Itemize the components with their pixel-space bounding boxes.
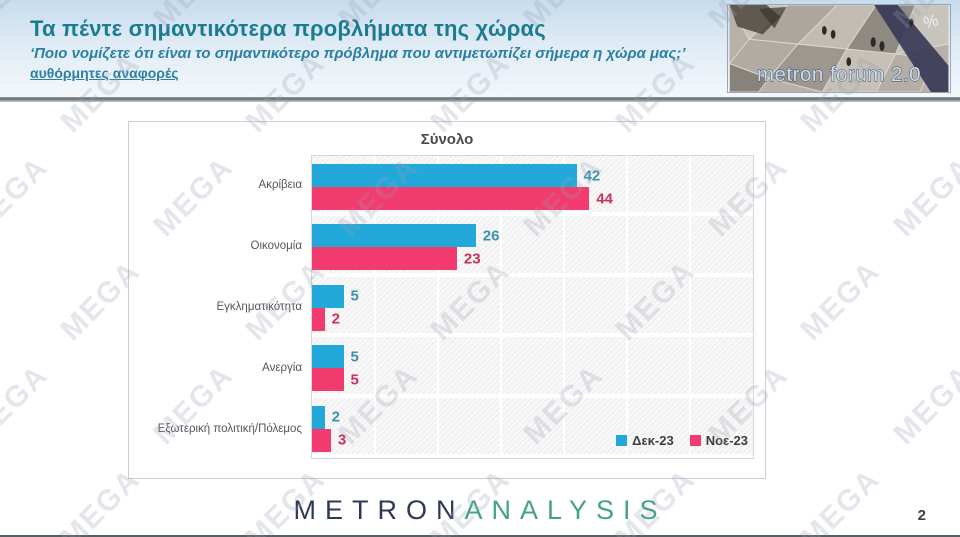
category-label: Εξωτερική πολιτική/Πόλεμος <box>157 422 302 435</box>
watermark-text: MEGA <box>887 358 960 451</box>
category-labels: Ακρίβεια Οικονομία Εγκληματικότητα Ανεργία Ε… <box>129 155 311 459</box>
page-subtitle: ‘Ποιο νομίζετε ότι είναι το σημαντικότερ… <box>30 45 686 62</box>
gridline <box>626 156 628 458</box>
legend-label: Νοε-23 <box>705 433 748 448</box>
legend-label: Δεκ-23 <box>632 433 674 448</box>
legend: Δεκ-23 Νοε-23 <box>616 433 748 448</box>
bar-value-label: 5 <box>350 348 359 366</box>
legend-item: Νοε-23 <box>689 433 748 448</box>
category-band: 42 44 <box>312 156 753 217</box>
bar-Νοε-23: 3 <box>312 428 346 452</box>
bar-Δεκ-23: 26 <box>312 224 499 248</box>
bar-Δεκ-23: 5 <box>312 284 359 308</box>
plot-area: 42 44 26 23 5 2 5 5 2 3 Δεκ-23 Νοε-23 <box>311 155 754 459</box>
bar-value-label: 2 <box>331 408 340 426</box>
legend-swatch <box>689 435 701 446</box>
bar-value-label: 23 <box>463 250 481 268</box>
bar-value-label: 5 <box>350 371 359 389</box>
bar-value-label: 26 <box>482 227 500 245</box>
gridline <box>689 156 691 458</box>
logo-analysis: ANALYSIS <box>464 495 667 525</box>
chart-body: Ακρίβεια Οικονομία Εγκληματικότητα Ανεργία Ε… <box>129 155 754 459</box>
watermark-text: MEGA <box>0 358 55 451</box>
bar-Δεκ-23: 2 <box>312 405 340 429</box>
header-divider <box>0 97 960 102</box>
brand-caption: metron forum 2.0 <box>757 63 921 86</box>
category-label: Οικονομία <box>250 240 302 253</box>
legend-item: Δεκ-23 <box>616 433 674 448</box>
category-band: 26 23 <box>312 216 753 277</box>
bar-Νοε-23: 5 <box>312 368 359 392</box>
gridline <box>373 156 376 458</box>
bar-Νοε-23: 2 <box>312 307 340 331</box>
legend-swatch <box>616 435 628 446</box>
logo-metron: METRON <box>293 495 465 525</box>
plaza-mosaic-illustration: % metron forum 2.0 <box>728 5 949 92</box>
gridline <box>500 156 502 458</box>
header-text: Τα πέντε σημαντικότερα προβλήματα της χώ… <box>0 0 960 81</box>
bar-Δεκ-23: 42 <box>312 164 600 187</box>
category-label: Ανεργία <box>262 361 302 374</box>
watermark-text: MEGA <box>887 150 960 243</box>
chart-panel: Σύνολο Ακρίβεια Οικονομία Εγκληματικότητα Α… <box>128 121 766 479</box>
watermark-text: MEGA <box>794 254 887 347</box>
page-note: αυθόρμητες αναφορές <box>30 65 179 81</box>
bar-value-label: 42 <box>583 167 601 184</box>
category-label: Εγκληματικότητα <box>216 300 303 313</box>
bar-Δεκ-23: 5 <box>312 345 359 369</box>
bar-Νοε-23: 23 <box>312 247 481 271</box>
header: Τα πέντε σημαντικότερα προβλήματα της χώ… <box>0 0 960 97</box>
bar-value-label: 5 <box>350 287 359 305</box>
bar-value-label: 2 <box>331 310 340 328</box>
slide-bottom-border <box>0 535 960 537</box>
page-title: Τα πέντε σημαντικότερα προβλήματα της χώ… <box>30 16 546 41</box>
watermark-text: MEGA <box>0 150 55 243</box>
gridline <box>436 156 439 458</box>
page-number: 2 <box>917 507 926 524</box>
bar-Νοε-23: 44 <box>312 187 613 210</box>
footer-logo: METRONANALYSIS <box>0 495 960 526</box>
bar-value-label: 44 <box>596 190 613 207</box>
percent-icon: % <box>921 10 940 32</box>
bar-value-label: 3 <box>337 431 347 449</box>
category-label: Ακρίβεια <box>258 179 302 192</box>
chart-title: Σύνολο <box>420 131 474 148</box>
brand-image: % metron forum 2.0 <box>727 4 951 93</box>
gridline <box>562 156 565 458</box>
